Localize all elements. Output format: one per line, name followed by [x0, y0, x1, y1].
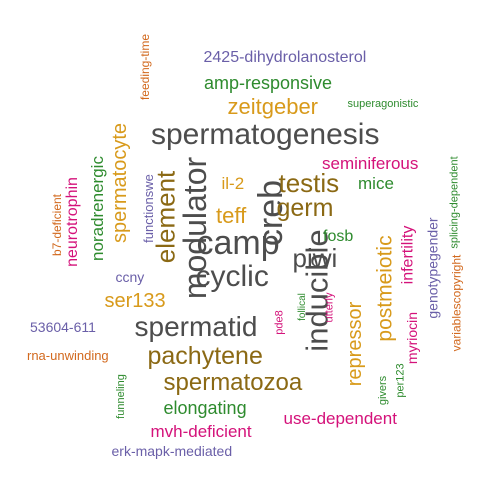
word-spermatogenesis: spermatogenesis	[151, 118, 380, 151]
word-seminiferous: seminiferous	[322, 153, 419, 173]
word-ccny: ccny	[115, 269, 145, 285]
word-zeitgeber: zeitgeber	[227, 94, 319, 119]
word-spermatocyte: spermatocyte	[109, 122, 132, 244]
word-mice: mice	[358, 173, 394, 193]
word-noradrenergic: noradrenergic	[87, 155, 107, 261]
word-functionswe: functionswe	[140, 173, 156, 243]
word-camp: camp	[196, 224, 280, 262]
word-utterly: utterly	[323, 292, 336, 322]
word-fosb: fosb	[323, 228, 354, 245]
word-givers: givers	[376, 375, 389, 405]
word-elongating: elongating	[163, 398, 247, 418]
word-erk-mapk-mediated: erk-mapk-mediated	[111, 443, 233, 459]
word-amp-responsive: amp-responsive	[204, 73, 333, 93]
word-spermatozoa: spermatozoa	[163, 369, 303, 396]
word-neurotrophin: neurotrophin	[63, 177, 81, 267]
word-testis: testis	[278, 168, 340, 198]
word-ser133: ser133	[104, 290, 166, 312]
word-b7-deficient: b7-deficient	[50, 193, 65, 257]
word-per123: per123	[394, 362, 407, 398]
word-superagonistic: superagonistic	[347, 97, 419, 110]
word-variablescopyright: variablescopyright	[448, 254, 463, 352]
word-il-2: il-2	[221, 173, 245, 193]
word-use-dependent: use-dependent	[283, 408, 397, 428]
word-mvh-deficient: mvh-deficient	[150, 421, 252, 441]
word-germ: germ	[276, 193, 334, 222]
word-rna-unwinding: rna-unwinding	[27, 347, 109, 363]
word-2425-dihydrolanosterol: 2425-dihydrolanosterol	[203, 49, 367, 66]
word-pde8: pde8	[273, 309, 286, 335]
word-53604-611: 53604-611	[30, 319, 96, 335]
word-repressor: repressor	[344, 301, 367, 387]
word-myriocin: myriocin	[404, 311, 421, 365]
word-piwi: piwi	[292, 243, 338, 273]
word-genotypegender: genotypegender	[424, 217, 441, 319]
word-cyclic: cyclic	[195, 260, 269, 293]
word-spermatid: spermatid	[134, 311, 258, 342]
word-modulator: modulator	[177, 156, 214, 300]
word-follical: follical	[296, 293, 308, 321]
word-infertility: infertility	[398, 225, 416, 285]
word-teff: teff	[216, 203, 247, 228]
word-feeding-time: feeding-time	[138, 33, 153, 101]
word-splicing-dependent: splicing-dependent	[448, 155, 461, 249]
word-funneling: funneling	[114, 373, 127, 419]
word-pachytene: pachytene	[147, 341, 263, 370]
word-postmeiotic: postmeiotic	[373, 234, 397, 342]
